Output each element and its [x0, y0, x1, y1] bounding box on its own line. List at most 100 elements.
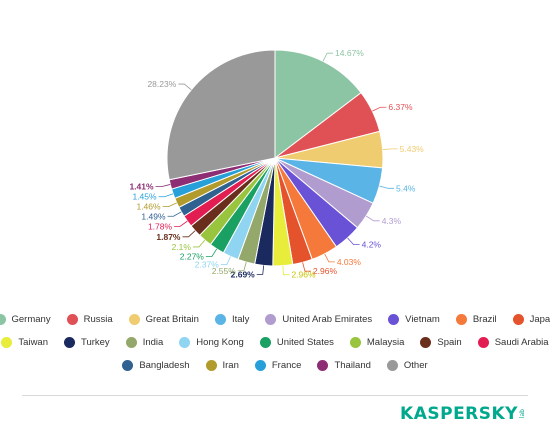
legend-swatch: [349, 337, 361, 348]
leader-line-italy: [379, 185, 395, 189]
data-label-turkey: 2.69%: [231, 269, 256, 279]
legend-item-turkey[interactable]: Turkey: [64, 337, 110, 348]
data-label-brazil: 4.03%: [337, 257, 362, 267]
legend-item-germany[interactable]: Germany: [0, 314, 51, 325]
legend-swatch: [1, 337, 13, 348]
data-label-malaysia: 2.1%: [172, 242, 192, 252]
leader-line-saudi-arabia: [174, 220, 188, 227]
brand-sub: lab: [519, 409, 526, 419]
legend-item-bangladesh[interactable]: Bangladesh: [122, 360, 190, 371]
pie-chart: 14.67%6.37%5.43%5.4%4.3%4.2%4.03%2.96%2.…: [129, 48, 425, 280]
leader-line-thailand: [155, 184, 171, 188]
legend-label: Spain: [437, 337, 462, 348]
legend-label: Bangladesh: [139, 360, 190, 371]
legend-item-malaysia[interactable]: Malaysia: [349, 337, 405, 348]
legend-item-united-states[interactable]: United States: [259, 337, 334, 348]
data-label-united-states: 2.27%: [180, 252, 205, 262]
data-label-italy: 5.4%: [396, 183, 416, 193]
leader-line-brazil: [324, 253, 335, 263]
leader-line-france: [158, 193, 174, 198]
legend-item-vietnam[interactable]: Vietnam: [388, 314, 440, 325]
legend-row: Bangladesh Iran France Thailand Other: [0, 354, 550, 377]
legend-swatch: [254, 360, 266, 371]
brand-name: KASPERSKY: [400, 404, 518, 424]
legend-item-hong-kong[interactable]: Hong Kong: [179, 337, 244, 348]
data-label-great-britain: 5.43%: [400, 144, 425, 154]
leader-line-taiwan: [282, 265, 290, 276]
pie-slice-other: [166, 49, 276, 181]
data-label-hong-kong: 2.37%: [195, 260, 220, 270]
leader-line-russia: [372, 106, 387, 112]
legend-item-taiwan[interactable]: Taiwan: [1, 337, 48, 348]
data-label-india: 2.55%: [212, 266, 237, 276]
legend-label: Vietnam: [405, 314, 440, 325]
data-label-other: 28.23%: [147, 79, 176, 89]
legend-item-iran[interactable]: Iran: [205, 360, 239, 371]
legend-label: Italy: [231, 314, 250, 325]
legend-label: Brazil: [472, 314, 497, 325]
legend-swatch: [265, 314, 277, 325]
legend-item-japan[interactable]: Japan: [512, 314, 550, 325]
legend-label: Other: [403, 360, 428, 371]
legend-item-india[interactable]: India: [125, 337, 163, 348]
legend-label: United Arab Emirates: [282, 314, 373, 325]
legend-swatch: [205, 360, 217, 371]
data-label-iran: 1.46%: [136, 202, 161, 212]
legend-item-thailand[interactable]: Thailand: [317, 360, 371, 371]
legend-swatch: [388, 314, 400, 325]
legend-item-brazil[interactable]: Brazil: [455, 314, 497, 325]
data-label-germany: 14.67%: [335, 48, 364, 58]
legend-swatch: [125, 337, 137, 348]
leader-line-malaysia: [192, 239, 206, 248]
legend-label: Russia: [83, 314, 113, 325]
legend-swatch: [128, 314, 140, 325]
legend-label: Taiwan: [18, 337, 48, 348]
leader-line-other: [178, 83, 192, 91]
leader-line-bangladesh: [167, 211, 182, 217]
legend-item-great-britain[interactable]: Great Britain: [128, 314, 199, 325]
legend-item-france[interactable]: France: [254, 360, 301, 371]
data-label-bangladesh: 1.49%: [141, 211, 166, 221]
legend-row: Germany Russia Great Britain Italy United Ar…: [0, 308, 550, 331]
leader-line-germany: [322, 52, 334, 62]
kaspersky-logo: KASPERSKY lab: [400, 404, 526, 424]
legend-swatch: [0, 314, 6, 325]
legend-swatch: [512, 314, 524, 325]
legend-label: Japan: [529, 314, 550, 325]
leader-line-united-states: [205, 248, 218, 257]
legend-swatch: [455, 314, 467, 325]
legend-label: Malaysia: [366, 337, 405, 348]
data-label-spain: 1.87%: [156, 232, 181, 242]
data-label-thailand: 1.41%: [129, 182, 154, 192]
legend-item-russia[interactable]: Russia: [66, 314, 113, 325]
legend-swatch: [317, 360, 329, 371]
legend-label: United States: [276, 337, 334, 348]
data-label-russia: 6.37%: [388, 102, 413, 112]
legend-label: Turkey: [81, 337, 110, 348]
legend-item-united-arab-emirates[interactable]: United Arab Emirates: [265, 314, 372, 325]
legend-label: Great Britain: [145, 314, 199, 325]
legend-item-italy[interactable]: Italy: [214, 314, 250, 325]
legend-item-saudi-arabia[interactable]: Saudi Arabia: [477, 337, 549, 348]
legend-swatch: [259, 337, 271, 348]
legend-label: Saudi Arabia: [494, 337, 549, 348]
leader-line-iran: [162, 202, 177, 208]
legend-swatch: [214, 314, 226, 325]
data-label-japan: 2.96%: [313, 266, 338, 276]
legend-label: Iran: [222, 360, 239, 371]
legend-item-spain[interactable]: Spain: [420, 337, 462, 348]
leader-line-turkey: [256, 265, 265, 275]
legend-item-other[interactable]: Other: [386, 360, 428, 371]
data-label-taiwan: 2.96%: [291, 270, 316, 280]
leader-line-vietnam: [347, 237, 360, 246]
legend-swatch: [386, 360, 398, 371]
legend-swatch: [179, 337, 191, 348]
leader-line-united-arab-emirates: [365, 215, 380, 222]
legend-label: Thailand: [334, 360, 371, 371]
legend-swatch: [64, 337, 75, 348]
legend-label: Germany: [11, 314, 51, 325]
legend-swatch: [477, 337, 489, 348]
leader-line-hong-kong: [220, 256, 231, 266]
chart-legend: Germany Russia Great Britain Italy United Ar…: [0, 308, 550, 377]
data-label-saudi-arabia: 1.78%: [148, 221, 173, 231]
